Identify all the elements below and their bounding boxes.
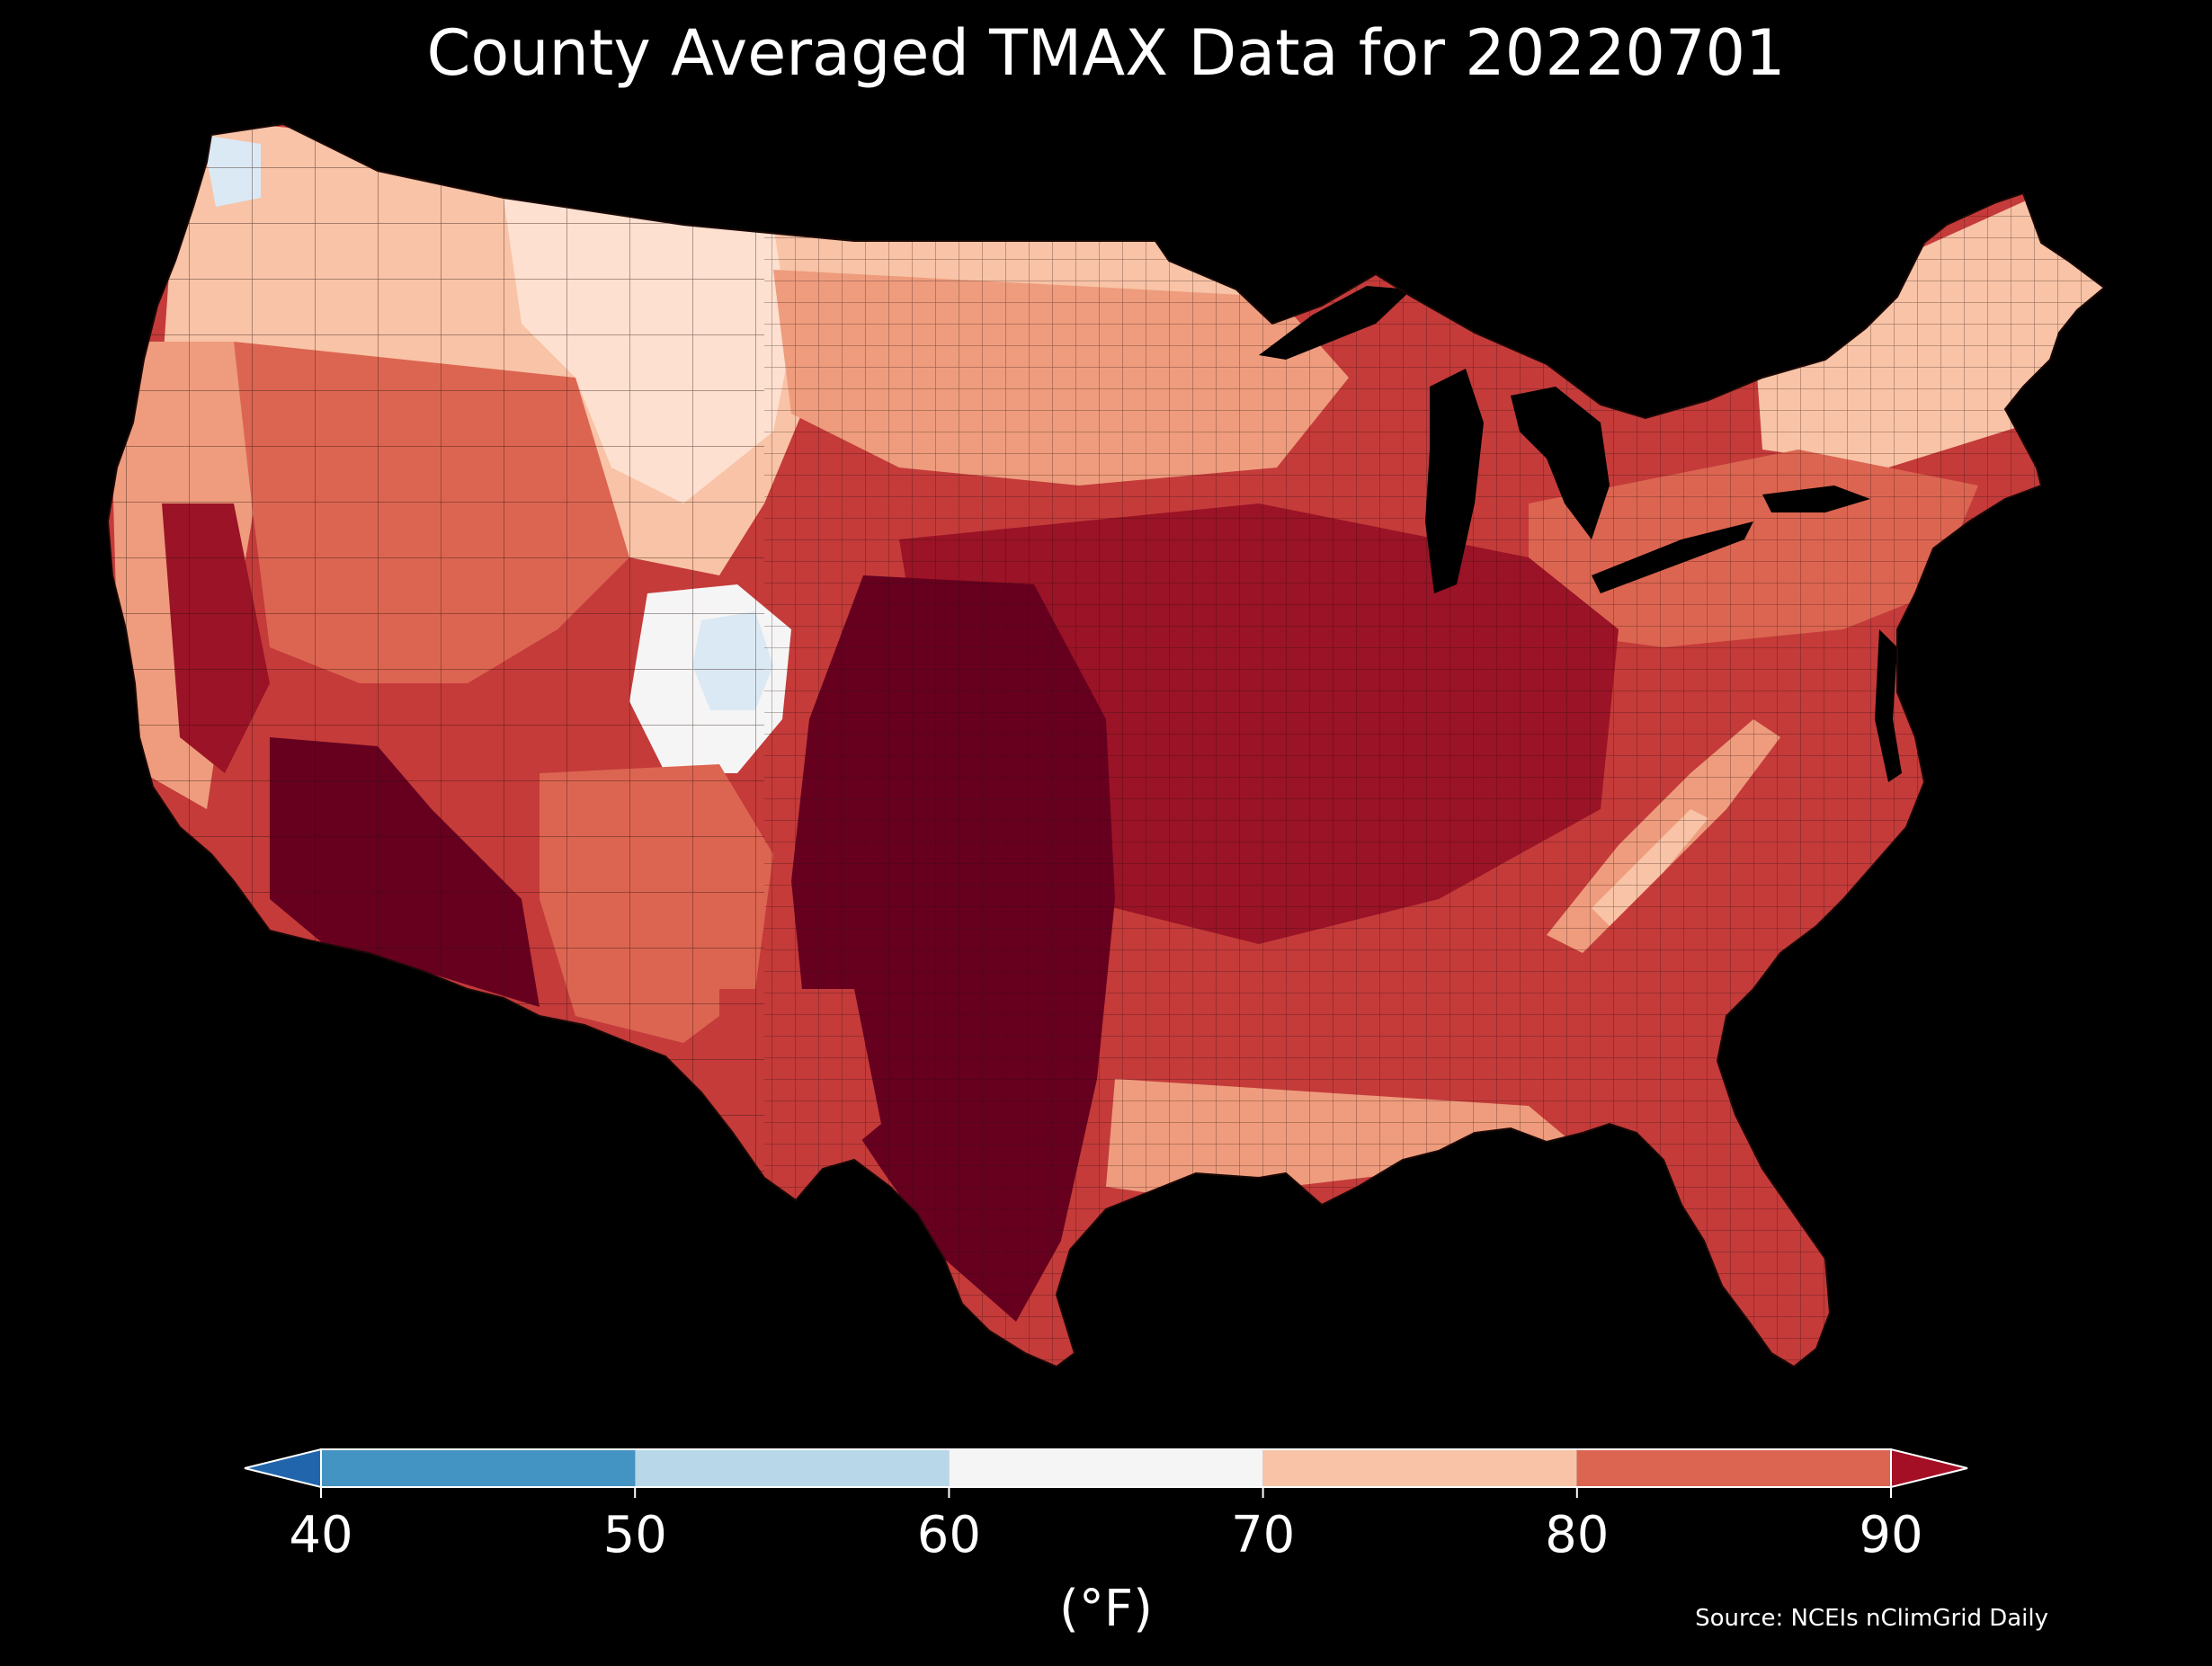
colorbar-label: (°F) bbox=[1059, 1580, 1153, 1638]
lake-erie bbox=[1592, 521, 1753, 593]
lake-huron bbox=[1511, 387, 1610, 539]
colorbar-bin-0 bbox=[321, 1449, 636, 1487]
colorbar-over-arrow bbox=[1890, 1448, 1968, 1489]
colorbar-bin-3 bbox=[1262, 1449, 1577, 1487]
colorbar-tick-label-1: 50 bbox=[603, 1506, 667, 1564]
page-title: County Averaged TMAX Data for 20220701 bbox=[426, 16, 1786, 90]
colorbar-tick-label-3: 70 bbox=[1231, 1506, 1295, 1564]
source-credit: Source: NCEIs nClimGrid Daily bbox=[1695, 1605, 2048, 1632]
colorbar-under-arrow bbox=[244, 1448, 322, 1489]
county-temperature-map bbox=[107, 123, 2105, 1368]
colorbar-tick-label-2: 60 bbox=[917, 1506, 981, 1564]
colorbar-frame bbox=[320, 1448, 1892, 1488]
colorbar-tick-label-0: 40 bbox=[289, 1506, 352, 1564]
lake-ontario bbox=[1762, 486, 1870, 512]
lake-michigan bbox=[1425, 369, 1484, 593]
chesapeake-bay bbox=[1875, 629, 1902, 782]
colorbar-bin-2 bbox=[949, 1449, 1263, 1487]
colorbar-tick-label-5: 90 bbox=[1859, 1506, 1922, 1564]
colorbar-bin-1 bbox=[635, 1449, 950, 1487]
colorbar-tick-label-4: 80 bbox=[1545, 1506, 1609, 1564]
colorbar-bin-4 bbox=[1576, 1449, 1891, 1487]
lake-superior bbox=[1259, 286, 1412, 360]
